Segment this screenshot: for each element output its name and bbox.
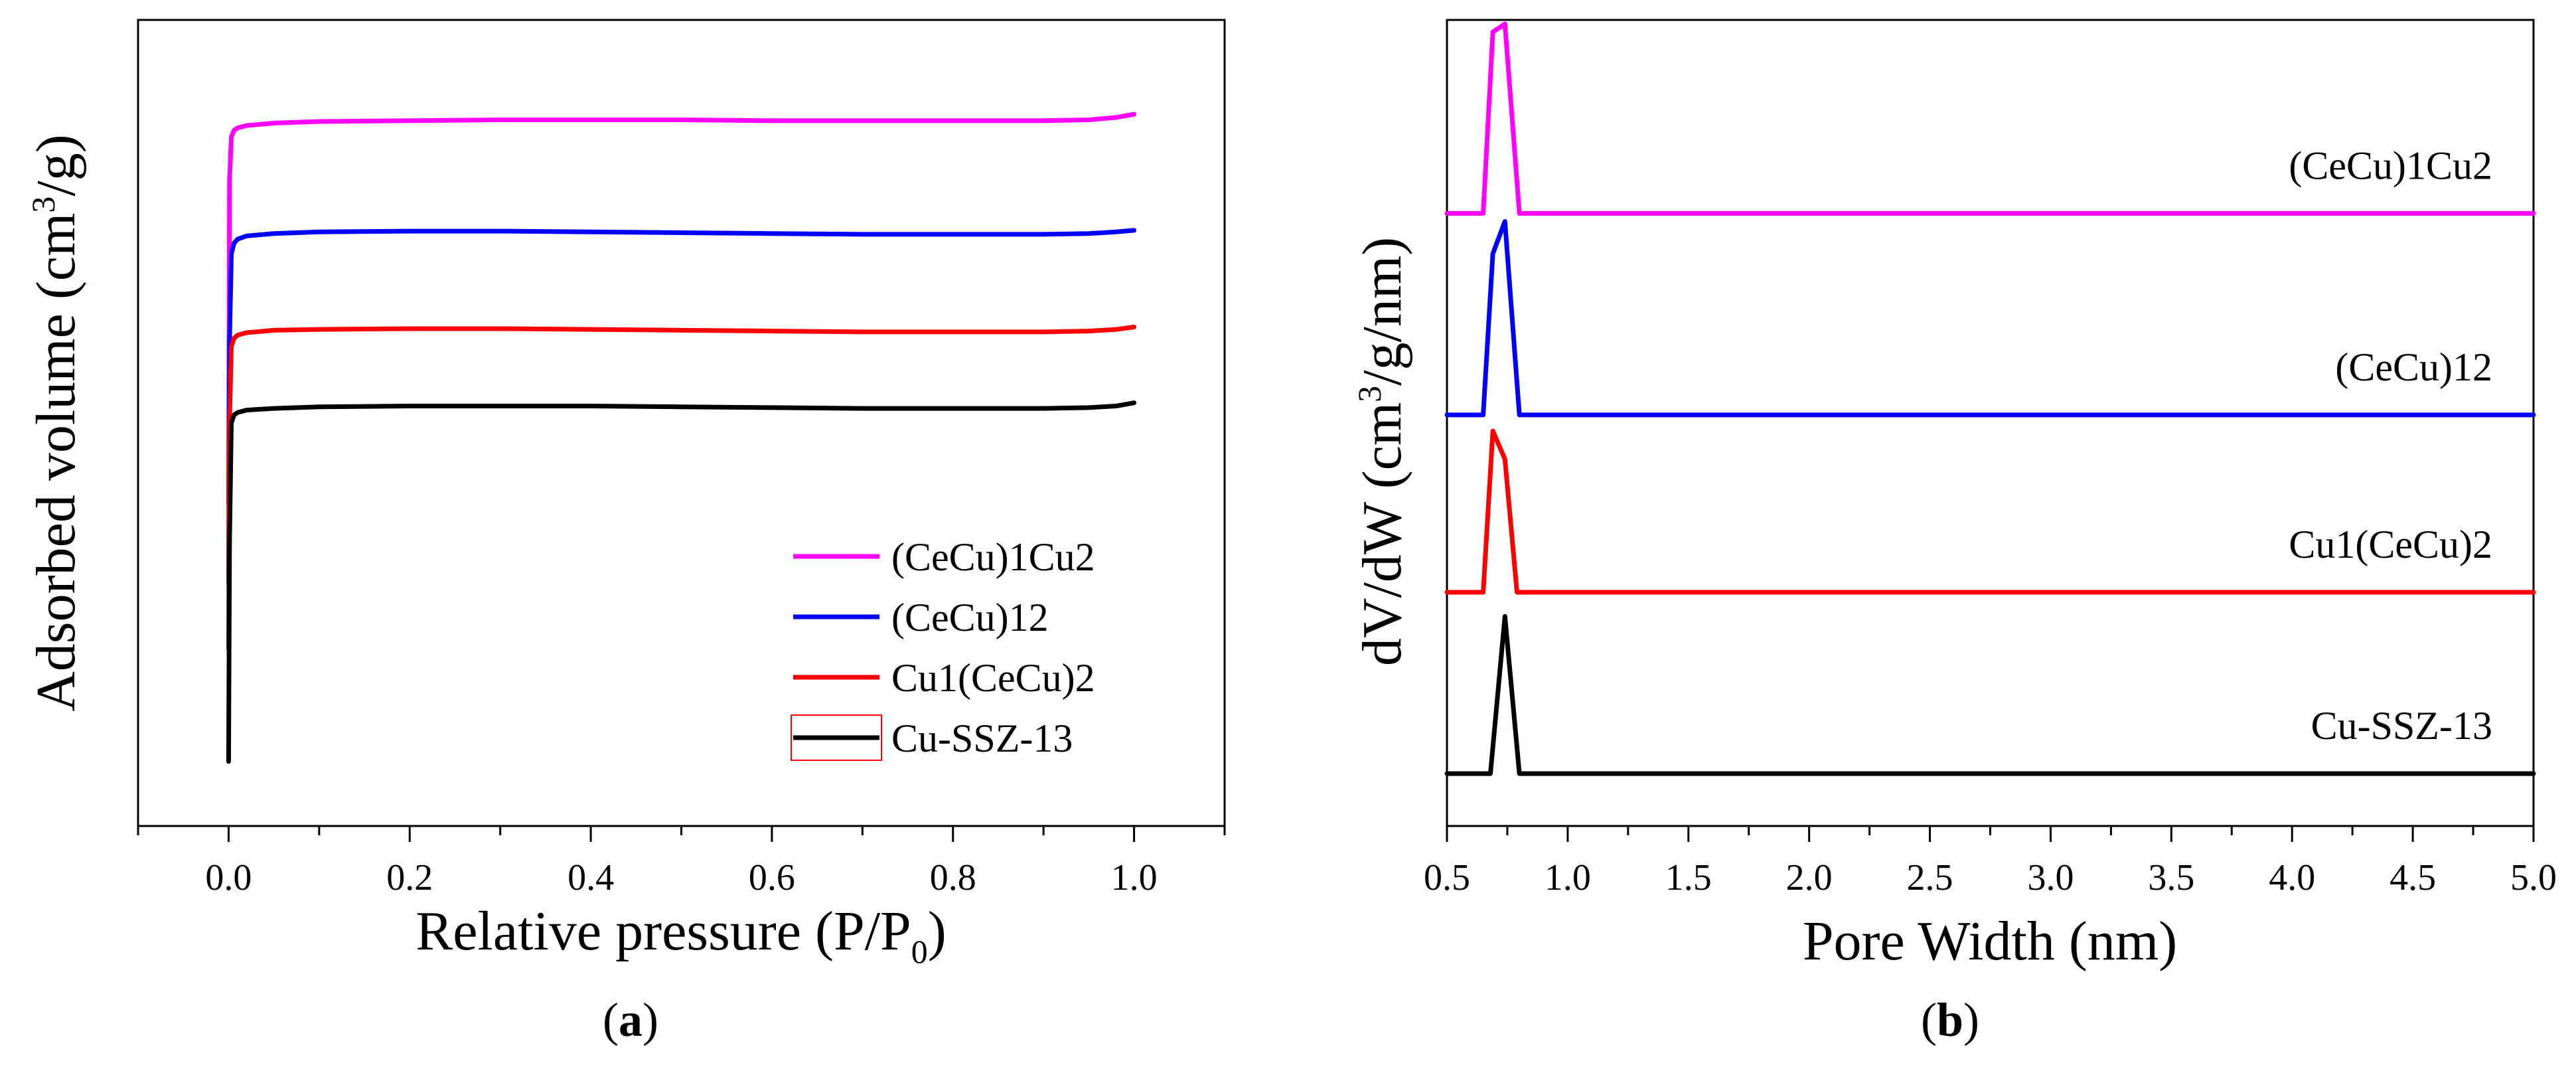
panel-b-x-tick-label: 1.0 bbox=[1545, 857, 1591, 898]
series-label-cu1-cecu-2: Cu1(CeCu)2 bbox=[2289, 523, 2492, 566]
panel-b-series-cecu-1cu2 bbox=[1444, 21, 2536, 216]
panel-a-chart: 0.0 0.2 0.4 0.6 0.8 1.0 Relative pressure (P/… bbox=[25, 19, 1226, 1046]
panel-a-x-ticks: 0.0 0.2 0.4 0.6 0.8 1.0 bbox=[137, 826, 1226, 898]
panel-b-x-tick-label: 4.5 bbox=[2389, 857, 2436, 898]
panel-a-y-axis-title: Adsorbed volume (cm3/g) bbox=[25, 134, 87, 711]
legend-label-cecu-12: (CeCu)12 bbox=[891, 596, 1049, 639]
panel-b-x-tick-label: 5.0 bbox=[2510, 857, 2557, 898]
panel-b-x-tick-label: 2.5 bbox=[1907, 857, 1953, 898]
panel-b-series bbox=[1444, 21, 2536, 776]
panel-a-series-cecu-12 bbox=[226, 228, 1137, 587]
panel-b-series-cu1-cecu-2 bbox=[1444, 428, 2536, 595]
panel-a-x-tick-label: 0.8 bbox=[930, 857, 976, 898]
panel-b-x-axis-title: Pore Width (nm) bbox=[1803, 910, 2177, 972]
panel-a-series-cecu-1cu2 bbox=[226, 112, 1137, 506]
panel-b-chart: 0.5 1.0 1.5 2.0 2.5 3.0 3.5 4.0 4.5 5.0 Pore Widt… bbox=[1351, 19, 2557, 1046]
panel-a-series bbox=[226, 112, 1137, 764]
series-label-cu-ssz-13: Cu-SSZ-13 bbox=[2311, 704, 2492, 748]
panel-b-x-tick-label: 0.5 bbox=[1424, 857, 1470, 898]
panel-a-x-tick-label: 0.6 bbox=[749, 857, 795, 898]
panel-b-series-cecu-12 bbox=[1444, 219, 2536, 418]
panel-a-legend: (CeCu)1Cu2 (CeCu)12 Cu1(CeCu)2 Cu-SSZ-13 bbox=[791, 535, 1095, 761]
legend-label-cu1-cecu-2: Cu1(CeCu)2 bbox=[891, 656, 1095, 700]
panel-a-x-tick-label: 1.0 bbox=[1111, 857, 1158, 898]
panel-a-x-tick-label: 0.2 bbox=[386, 857, 433, 898]
panel-a-series-cu1-cecu-2 bbox=[226, 325, 1137, 651]
legend-label-cecu-1cu2: (CeCu)1Cu2 bbox=[891, 535, 1095, 579]
panel-b-x-tick-label: 1.5 bbox=[1665, 857, 1712, 898]
panel-a-plot-frame bbox=[137, 19, 1226, 827]
panel-b-x-ticks: 0.5 1.0 1.5 2.0 2.5 3.0 3.5 4.0 4.5 5.0 bbox=[1424, 826, 2557, 898]
panel-b-x-tick-label: 2.0 bbox=[1786, 857, 1833, 898]
panel-b-series-cu-ssz-13 bbox=[1444, 614, 2536, 776]
panel-b-label: (b) bbox=[1921, 993, 1979, 1046]
legend-selection-box bbox=[791, 714, 882, 761]
panel-a-x-tick-label: 0.0 bbox=[205, 857, 252, 898]
panel-b-x-tick-label: 3.5 bbox=[2148, 857, 2194, 898]
panel-b-x-tick-label: 3.0 bbox=[2027, 857, 2074, 898]
panel-b-series-labels: (CeCu)1Cu2 (CeCu)12 Cu1(CeCu)2 Cu-SSZ-13 bbox=[2289, 143, 2492, 748]
series-label-cecu-12: (CeCu)12 bbox=[2335, 345, 2492, 389]
panel-a-x-axis-title: Relative pressure (P/P0) bbox=[416, 900, 947, 970]
series-label-cecu-1cu2: (CeCu)1Cu2 bbox=[2289, 143, 2492, 187]
panel-a-x-tick-label: 0.4 bbox=[568, 857, 614, 898]
panel-a-series-cu-ssz-13 bbox=[226, 400, 1137, 764]
panel-a-label: (a) bbox=[603, 993, 658, 1046]
panel-b-x-tick-label: 4.0 bbox=[2269, 857, 2315, 898]
panel-b-y-axis-title: dV/dW (cm3/g/nm) bbox=[1351, 237, 1413, 666]
legend-label-cu-ssz-13: Cu-SSZ-13 bbox=[891, 716, 1073, 760]
